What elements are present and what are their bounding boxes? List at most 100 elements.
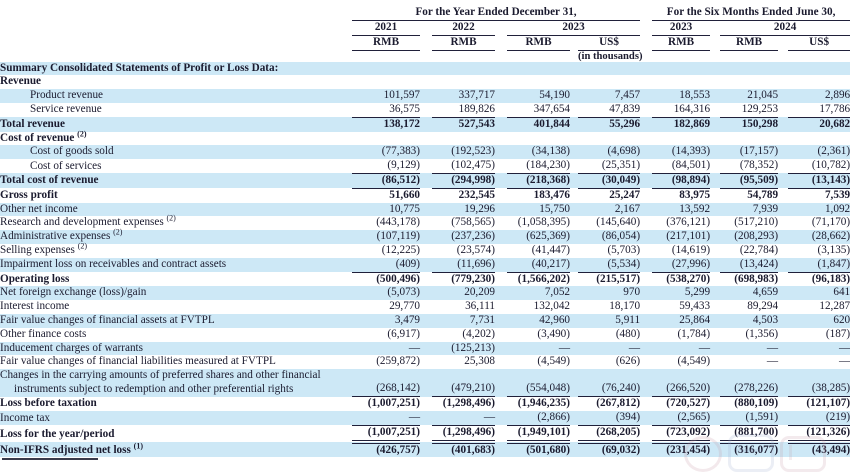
cell-value: 7,457 <box>614 89 641 102</box>
cell-value <box>788 62 850 76</box>
cell-value: (2,565) <box>652 411 711 426</box>
cell-value: 970 <box>623 286 641 299</box>
column-gap <box>640 286 652 300</box>
column-gap <box>778 244 788 258</box>
column-gap <box>495 244 507 258</box>
cell-value: 54,789 <box>747 188 779 201</box>
column-gap <box>495 328 507 342</box>
cell-value <box>788 132 850 146</box>
column-gap <box>710 103 720 117</box>
header-group-year: For the Year Ended December 31, <box>352 6 641 21</box>
column-gap <box>710 411 720 425</box>
currency-col-6: RMB <box>720 35 779 51</box>
cell-value: (881,700) <box>720 425 779 444</box>
cell-value: 36,111 <box>465 300 495 313</box>
column-gap <box>420 89 432 103</box>
cell-value <box>352 75 420 89</box>
cell-value <box>652 75 710 89</box>
cell-value: (38,285) <box>788 369 850 398</box>
column-gap <box>420 132 432 146</box>
column-gap <box>495 89 507 103</box>
cell-value: (758,565) <box>451 216 495 229</box>
column-gap <box>570 145 578 159</box>
table-row: Interest income 29,770 36,111 132,042 18,170… <box>0 300 850 314</box>
column-gap <box>778 272 788 286</box>
column-gap <box>778 188 788 202</box>
table-row: Impairment loss on receivables and contr… <box>0 257 850 273</box>
column-gap <box>640 300 652 314</box>
table-row: Cost of revenue (2) <box>0 129 850 146</box>
table-row: Total revenue 138,172 527,543 401,844 55,296… <box>0 117 850 132</box>
column-gap <box>570 103 578 117</box>
column-gap <box>570 272 578 286</box>
column-gap <box>495 314 507 328</box>
column-gap <box>570 244 578 258</box>
column-gap <box>710 117 720 131</box>
header-group-row: For the Year Ended December 31, For the … <box>0 6 850 21</box>
row-label: Service revenue <box>30 103 102 116</box>
cell-value: 59,433 <box>679 300 711 313</box>
column-gap <box>778 117 788 131</box>
column-gap <box>710 159 720 173</box>
column-gap <box>570 328 578 342</box>
column-gap <box>570 442 578 458</box>
column-gap <box>640 342 652 356</box>
cell-value: — <box>432 411 495 426</box>
column-gap <box>778 159 788 173</box>
cell-value: (27,996) <box>652 257 711 273</box>
header-gap <box>640 6 652 21</box>
cell-value: (17,157) <box>739 145 779 158</box>
cell-value: (268,142) <box>352 369 420 398</box>
cell-value: 132,042 <box>533 300 570 313</box>
cell-value: (501,680) <box>526 443 570 456</box>
cell-value: 19,296 <box>464 202 495 215</box>
column-gap <box>420 159 432 173</box>
column-gap <box>710 355 720 369</box>
cell-value: (71,170) <box>811 216 850 229</box>
column-gap <box>640 159 652 173</box>
cell-value: (95,509) <box>720 173 779 189</box>
cell-value: (779,230) <box>451 272 495 285</box>
header-group-six-months: For the Six Months Ended June 30, <box>652 6 850 21</box>
column-gap <box>640 314 652 328</box>
cell-value: (538,270) <box>666 272 711 285</box>
cell-value: (1,058,395) <box>517 216 570 229</box>
table-row: Cost of services (9,129) (102,475) (184,230… <box>0 159 850 174</box>
column-gap <box>570 159 578 173</box>
cell-value: 5,911 <box>615 313 641 326</box>
column-gap <box>640 89 652 103</box>
cell-value: — <box>352 411 420 426</box>
column-gap <box>710 173 720 188</box>
table-row: Fair value changes of financial liabilit… <box>0 355 850 369</box>
row-label: Gross profit <box>0 188 58 201</box>
cell-value: — <box>838 341 850 354</box>
cell-value <box>352 62 420 76</box>
cell-value: (1,298,496) <box>442 397 495 410</box>
cell-value: (1,566,202) <box>517 272 570 285</box>
cell-value: 21,045 <box>747 89 779 102</box>
column-gap <box>420 300 432 314</box>
row-label: Net foreign exchange (loss)/gain <box>0 286 147 299</box>
column-gap <box>495 369 507 397</box>
cell-value <box>720 132 778 146</box>
row-label: Loss before taxation <box>0 397 97 410</box>
cell-value: (43,494) <box>811 443 850 456</box>
cell-value: (554,048) <box>507 369 570 398</box>
column-gap <box>420 369 432 397</box>
row-label: Cost of services <box>30 159 102 172</box>
cell-value: (426,757) <box>376 443 420 456</box>
column-gap <box>420 258 432 272</box>
cell-value: 347,654 <box>507 102 570 118</box>
cell-value: (1,007,251) <box>367 397 420 410</box>
column-gap <box>420 328 432 342</box>
cell-value: 232,545 <box>458 188 495 201</box>
column-gap <box>420 272 432 286</box>
cell-value: (259,872) <box>376 355 420 368</box>
cell-value: (1,298,496) <box>432 425 495 444</box>
cell-value: (278,226) <box>720 369 779 398</box>
table-row: Inducement charges of warrants — (125,213)… <box>0 341 850 356</box>
header-year-row: 2021 2022 2023 2023 2024 <box>0 20 850 36</box>
column-gap <box>570 173 578 188</box>
currency-col-2: RMB <box>432 35 495 51</box>
column-gap <box>420 188 432 202</box>
